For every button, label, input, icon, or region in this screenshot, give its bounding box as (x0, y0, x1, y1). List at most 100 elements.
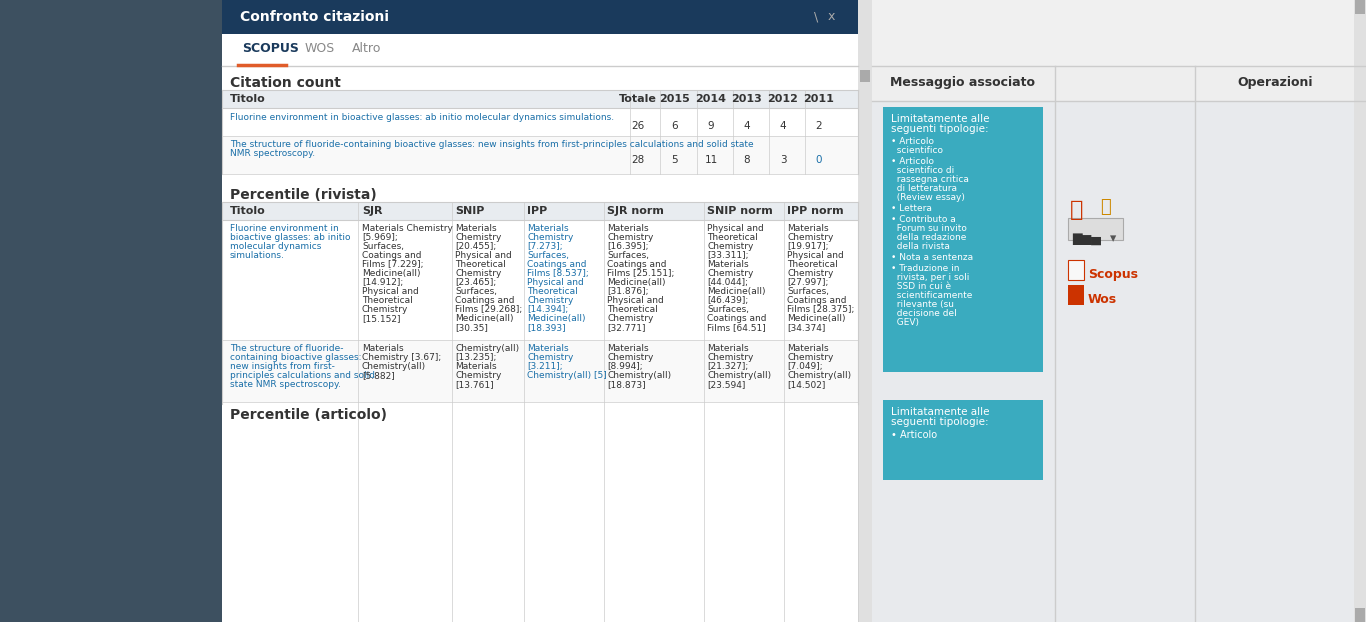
Text: [3.211];: [3.211]; (527, 362, 563, 371)
Text: IPP: IPP (527, 206, 548, 216)
Text: Surfaces,: Surfaces, (708, 305, 749, 314)
Text: 11: 11 (705, 155, 717, 165)
Text: [7.049];: [7.049]; (787, 362, 822, 371)
Bar (882, 107, 1044, 372)
Text: [20.455];: [20.455]; (455, 242, 496, 251)
Text: della rivista: della rivista (891, 242, 949, 251)
Text: 2: 2 (816, 121, 822, 131)
Bar (872, 0, 1366, 66)
Bar (1354, 0, 1366, 622)
Text: Chemistry: Chemistry (607, 353, 653, 362)
Bar (223, 202, 858, 220)
Text: rivista, per i soli: rivista, per i soli (891, 273, 970, 282)
Text: Wos: Wos (1087, 293, 1117, 306)
Text: scientificamente: scientificamente (891, 291, 973, 300)
Text: Coatings and: Coatings and (607, 260, 667, 269)
Bar (1355, 608, 1365, 622)
Bar (223, 220, 858, 340)
Text: Materials: Materials (708, 260, 749, 269)
Text: SNIP norm: SNIP norm (708, 206, 773, 216)
Text: [14.394];: [14.394]; (527, 305, 568, 314)
Text: • Nota a sentenza: • Nota a sentenza (891, 253, 973, 262)
Text: rassegna critica: rassegna critica (891, 175, 968, 184)
Text: Physical and: Physical and (362, 287, 419, 296)
Text: Materials: Materials (607, 224, 649, 233)
Text: Materials: Materials (787, 224, 829, 233)
Text: 0: 0 (816, 155, 822, 165)
Text: Materials: Materials (362, 344, 403, 353)
Text: 28: 28 (631, 155, 645, 165)
Text: scientifico: scientifico (891, 146, 943, 155)
Text: SCOPUS: SCOPUS (242, 42, 299, 55)
Text: Theoretical: Theoretical (455, 260, 505, 269)
Text: The structure of fluoride-: The structure of fluoride- (229, 344, 343, 353)
Text: Physical and: Physical and (455, 251, 512, 260)
Text: Theoretical: Theoretical (787, 260, 837, 269)
Text: Fluorine environment in bioactive glasses: ab initio molecular dynamics simulati: Fluorine environment in bioactive glasse… (229, 113, 615, 122)
Bar (861, 70, 870, 82)
Text: Physical and: Physical and (607, 296, 664, 305)
Text: Chemistry: Chemistry (527, 233, 574, 242)
Text: 8: 8 (743, 155, 750, 165)
Text: Surfaces,: Surfaces, (607, 251, 649, 260)
Text: Physical and: Physical and (527, 278, 583, 287)
Text: Operazioni: Operazioni (1238, 76, 1313, 89)
Text: Medicine(all): Medicine(all) (607, 278, 665, 287)
Text: Films [7.229];: Films [7.229]; (362, 260, 423, 269)
Text: Percentile (articolo): Percentile (articolo) (229, 408, 387, 422)
Text: 2012: 2012 (768, 94, 799, 104)
Text: [7.273];: [7.273]; (527, 242, 563, 251)
Text: WOS: WOS (305, 42, 335, 55)
Text: Chemistry(all): Chemistry(all) (607, 371, 671, 380)
Text: [31.876];: [31.876]; (607, 287, 649, 296)
Text: Medicine(all): Medicine(all) (787, 314, 846, 323)
Text: NMR spectroscopy.: NMR spectroscopy. (229, 149, 316, 158)
Text: [44.044];: [44.044]; (708, 278, 749, 287)
Text: principles calculations and solid: principles calculations and solid (229, 371, 376, 380)
Text: Chemistry: Chemistry (527, 296, 574, 305)
Text: Materials: Materials (527, 344, 568, 353)
Text: IPP norm: IPP norm (787, 206, 844, 216)
Text: Chemistry(all): Chemistry(all) (787, 371, 851, 380)
Text: Citation count: Citation count (229, 76, 342, 90)
Text: • Contributo a: • Contributo a (891, 215, 956, 224)
Text: [13.235];: [13.235]; (455, 353, 496, 362)
Text: SJR: SJR (362, 206, 382, 216)
Text: Surfaces,: Surfaces, (527, 251, 570, 260)
Text: Coatings and: Coatings and (362, 251, 422, 260)
Bar (1068, 218, 1123, 240)
Text: ▾: ▾ (1111, 232, 1116, 245)
Text: [23.465];: [23.465]; (455, 278, 496, 287)
Text: Chemistry: Chemistry (455, 371, 501, 380)
Text: [5.882]: [5.882] (362, 371, 395, 380)
Text: [13.761]: [13.761] (455, 380, 493, 389)
Text: Theoretical: Theoretical (362, 296, 413, 305)
Text: Theoretical: Theoretical (527, 287, 578, 296)
Text: [14.502]: [14.502] (787, 380, 825, 389)
Text: 5: 5 (672, 155, 679, 165)
Text: x: x (828, 10, 836, 23)
Text: Coatings and: Coatings and (708, 314, 766, 323)
Text: • Articolo: • Articolo (891, 430, 937, 440)
Text: Chemistry(all): Chemistry(all) (708, 371, 772, 380)
Text: seguenti tipologie:: seguenti tipologie: (891, 124, 989, 134)
Text: Materials: Materials (787, 344, 829, 353)
Text: Chemistry: Chemistry (455, 269, 501, 278)
Text: Materials: Materials (708, 344, 749, 353)
Text: Limitatamente alle: Limitatamente alle (891, 407, 989, 417)
Text: Films [64.51]: Films [64.51] (708, 323, 766, 332)
Text: [33.311];: [33.311]; (708, 251, 749, 260)
Text: containing bioactive glasses:: containing bioactive glasses: (229, 353, 362, 362)
Text: Titolo: Titolo (229, 94, 266, 104)
Text: ▇▆▅: ▇▆▅ (1072, 232, 1101, 245)
Bar (1355, 0, 1365, 14)
Text: Forum su invito: Forum su invito (891, 224, 967, 233)
Text: Confronto citazioni: Confronto citazioni (240, 10, 389, 24)
Text: Films [8.537];: Films [8.537]; (527, 269, 589, 278)
Text: Chemistry: Chemistry (708, 242, 754, 251)
Text: Chemistry(all) [5]: Chemistry(all) [5] (527, 371, 607, 380)
Bar (223, 108, 858, 136)
Text: Medicine(all): Medicine(all) (455, 314, 514, 323)
Text: decisione del: decisione del (891, 309, 956, 318)
Text: [21.327];: [21.327]; (708, 362, 749, 371)
